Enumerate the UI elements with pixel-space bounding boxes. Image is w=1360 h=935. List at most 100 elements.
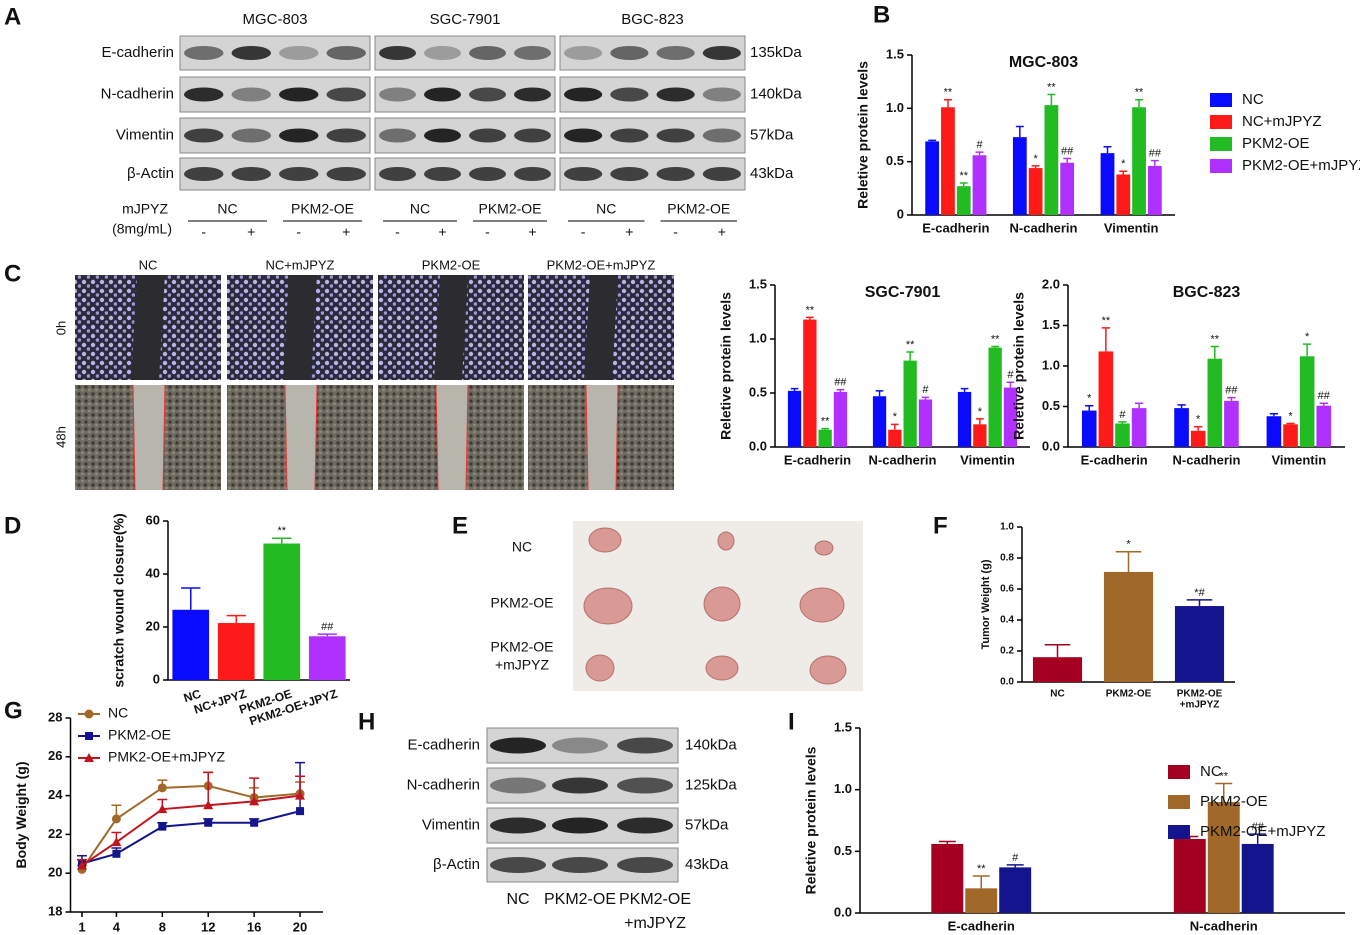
bar <box>172 609 210 680</box>
blot-band <box>490 777 546 794</box>
legend-swatch <box>1210 115 1232 129</box>
panel-letter: A <box>4 3 21 30</box>
blot-band <box>490 817 546 834</box>
protein-label: Vimentin <box>116 126 174 143</box>
protein-label: N-cadherin <box>101 85 174 102</box>
blot-band <box>702 128 741 143</box>
blot-band <box>617 857 673 873</box>
legend-label: NC <box>1242 91 1264 108</box>
sign-label: + <box>625 224 633 240</box>
error-bar <box>1006 864 1024 868</box>
line <box>81 794 301 867</box>
sign-label: + <box>247 224 255 240</box>
line <box>81 810 301 865</box>
error-bar <box>1319 402 1328 406</box>
blot-band <box>656 46 695 60</box>
y-tick-label: 1.5 <box>749 276 767 291</box>
wound-edge <box>465 384 469 491</box>
error-bar <box>1302 343 1312 357</box>
protein-label: N-cadherin <box>407 776 480 793</box>
legend-label: NC <box>1200 763 1222 780</box>
legend-label: PKM2-OE <box>1242 135 1310 152</box>
point <box>250 818 259 827</box>
x-tick-label: N-cadherin <box>1010 220 1078 235</box>
significance-mark: * <box>1087 393 1092 405</box>
significance-mark: ** <box>1219 770 1228 782</box>
cell-line-label: BGC-823 <box>621 11 684 28</box>
protein-label: Vimentin <box>422 816 480 833</box>
bar <box>263 543 301 680</box>
blot-band <box>702 87 741 102</box>
x-tick-label: N-cadherin <box>1190 918 1258 933</box>
y-tick-label: 2.0 <box>1042 276 1060 291</box>
sign-label: - <box>201 224 206 240</box>
scratch-gap <box>283 275 317 380</box>
blot-band <box>702 167 741 181</box>
line <box>81 784 301 870</box>
error-bar <box>1177 404 1186 409</box>
significance-mark: ## <box>1149 148 1162 160</box>
wound-edge <box>132 384 136 491</box>
bar <box>1207 802 1240 913</box>
sign-label: - <box>673 224 678 240</box>
blot-band <box>279 128 319 143</box>
panel-letter: H <box>358 708 375 735</box>
scratch-gap <box>131 275 165 380</box>
bar <box>1028 168 1043 215</box>
x-tick-label: Vimentin <box>1271 452 1326 467</box>
y-tick-label: 40 <box>146 565 160 580</box>
scratch-gap <box>584 275 618 380</box>
group-label: NC <box>596 201 616 217</box>
error-bar <box>1115 551 1142 572</box>
condition-label: PKM2-OE+mJPYZ <box>547 257 656 272</box>
y-tick-label: 1.5 <box>886 46 904 61</box>
point <box>249 796 260 806</box>
error-bar <box>959 182 968 187</box>
error-bar <box>1047 93 1056 106</box>
size-label: 135kDa <box>750 44 802 61</box>
error-bar <box>226 614 246 624</box>
error-bar <box>790 387 799 391</box>
error-bar <box>1194 426 1203 431</box>
blot-band <box>514 46 551 60</box>
blot-band <box>379 167 416 181</box>
error-bar <box>821 427 829 430</box>
tumor <box>583 587 633 625</box>
legend-marker <box>84 709 94 719</box>
sign-label: + <box>342 224 350 240</box>
scratch-gap <box>285 385 317 490</box>
y-axis-label: scratch wound closure(%) <box>111 513 127 687</box>
blot-band <box>379 128 416 143</box>
error-bar <box>1118 421 1127 424</box>
legend-swatch <box>1168 795 1190 809</box>
bar <box>1266 416 1282 447</box>
blot-band <box>564 167 603 181</box>
significance-mark: # <box>1119 409 1126 421</box>
y-tick-label: 0.5 <box>749 384 767 399</box>
error-bar <box>1286 422 1295 425</box>
significance-mark: * <box>1126 539 1131 551</box>
significance-mark: ## <box>1318 390 1331 402</box>
error-bar <box>1186 599 1213 607</box>
y-tick-label: 18 <box>48 903 62 918</box>
sign-label: - <box>296 224 301 240</box>
tumor <box>585 654 615 682</box>
blot-band <box>617 817 673 834</box>
wound-edge <box>284 384 288 491</box>
bar <box>941 107 955 215</box>
bar <box>1131 408 1147 447</box>
error-bar <box>972 875 990 889</box>
error-bar <box>272 537 292 544</box>
y-axis-label: Reletive protein levels <box>1011 292 1027 440</box>
bar <box>931 843 964 913</box>
blot-band <box>326 128 366 143</box>
error-bar <box>1215 782 1233 802</box>
y-tick-label: 1.5 <box>834 719 852 734</box>
x-tick-label: E-cadherin <box>1081 452 1148 467</box>
error-bar <box>836 389 845 392</box>
lane-label: PKM2-OE <box>544 891 616 908</box>
condition-label: NC <box>139 257 158 272</box>
tumor <box>705 655 739 681</box>
size-label: 140kDa <box>750 85 802 102</box>
legend-label: PMK2-OE+mJPYZ <box>108 749 226 765</box>
